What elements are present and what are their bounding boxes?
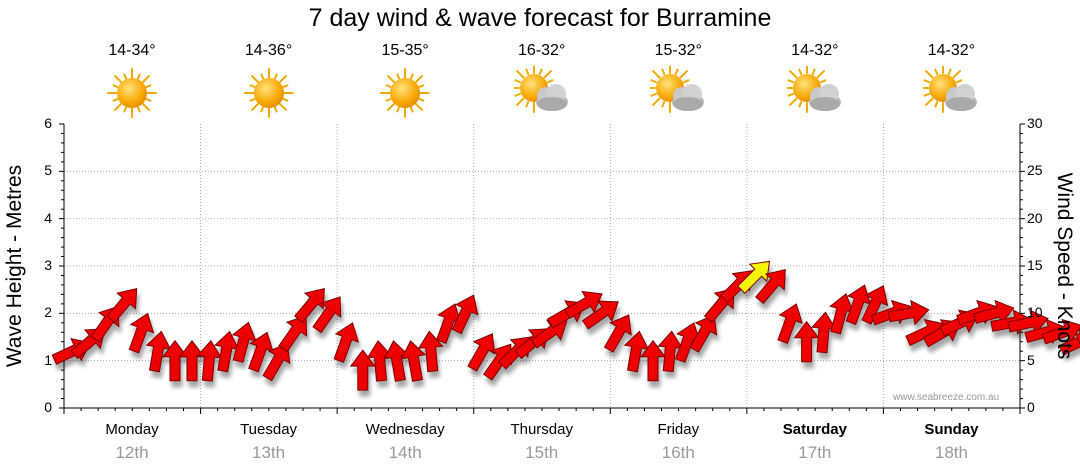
day-name-label: Thursday (510, 421, 573, 438)
wind-arrow (674, 322, 701, 363)
wind-arrow (294, 287, 325, 324)
daily-forecast-row: 14-34° 14-36° 15-35° 16-32° 15-32° 14-32… (64, 42, 1014, 126)
day-name-label: Sunday (924, 421, 979, 438)
partly-cloudy-icon (610, 66, 746, 120)
day-forecast: 14-36° (201, 42, 337, 120)
day-forecast: 14-32° (747, 42, 883, 120)
wind-arrow (737, 260, 771, 294)
wind-arrow (383, 340, 410, 382)
day-name-label: Saturday (782, 421, 847, 438)
wind-arrow (973, 299, 1015, 325)
partly-cloudy-icon (474, 66, 610, 120)
wind-arrow (231, 321, 257, 363)
wind-arrow (467, 333, 496, 372)
y2-tick-label: 5 (1027, 351, 1035, 368)
y2-tick-label: 20 (1027, 209, 1043, 226)
partly-cloudy-icon (747, 66, 883, 120)
sunny-icon (64, 66, 200, 120)
wind-arrow (1041, 318, 1080, 345)
wind-arrow (1007, 309, 1049, 335)
day-forecast: 15-32° (610, 42, 746, 120)
wind-arrow (162, 339, 188, 382)
temperature-range: 14-36° (244, 42, 293, 59)
y-axis-label: Wave Height - Metres (3, 164, 26, 368)
y-tick-label: 2 (44, 304, 52, 321)
temperature-range: 16-32° (518, 42, 566, 59)
wind-arrow (530, 319, 568, 349)
temperature-range: 15-35° (381, 42, 429, 59)
wind-arrow (640, 339, 666, 382)
wind-arrow (400, 340, 427, 382)
wind-arrow (564, 290, 603, 319)
wind-arrow (278, 315, 308, 353)
wind-arrow (366, 339, 393, 382)
day-date-label: 12th (115, 443, 149, 462)
partly-cloudy-icon (883, 66, 1019, 120)
day-forecast: 15-35° (337, 42, 473, 120)
day-date-label: 16th (661, 443, 695, 462)
day-date-label: 17th (798, 443, 832, 462)
day-date-label: 15th (525, 443, 559, 462)
day-date-label: 13th (252, 443, 286, 462)
wind-arrows (51, 260, 1080, 391)
y-tick-label: 1 (44, 351, 52, 368)
wind-arrow (262, 342, 291, 382)
y2-tick-label: 30 (1027, 115, 1043, 131)
wind-arrow (312, 296, 342, 334)
day-date-label: 14th (388, 443, 422, 462)
wind-arrow (106, 287, 138, 324)
y-tick-label: 5 (44, 162, 52, 179)
temperature-range: 14-32° (791, 42, 839, 59)
wind-arrow (417, 330, 444, 373)
wind-arrow (689, 314, 718, 353)
wind-arrow (657, 330, 684, 373)
temperature-range: 14-34° (108, 42, 156, 59)
wind-arrow (435, 303, 462, 344)
wind-arrow (623, 330, 650, 373)
source-credit: www.seabreeze.com.au (893, 392, 1000, 403)
wind-arrow (196, 339, 223, 382)
wind-arrow (248, 331, 274, 373)
wind-arrow (603, 314, 632, 353)
sunny-icon (201, 66, 337, 120)
y-tick-label: 3 (44, 257, 52, 273)
wind-arrow (755, 268, 786, 305)
day-date-label: 18th (934, 443, 968, 462)
wind-arrow (451, 294, 479, 335)
y2-tick-label: 10 (1027, 304, 1043, 321)
y2-axis-label: Wind Speed - Knots (1053, 172, 1076, 360)
y-tick-label: 6 (44, 115, 52, 131)
sunny-icon (337, 66, 473, 120)
day-name-label: Wednesday (365, 421, 445, 438)
y2-tick-label: 25 (1027, 162, 1043, 179)
wind-arrow (128, 312, 155, 354)
y-tick-label: 4 (44, 209, 52, 226)
wind-arrow (581, 300, 619, 330)
wind-arrow (887, 299, 930, 326)
temperature-range: 14-32° (927, 42, 976, 59)
wind-arrow (811, 311, 837, 354)
day-name-label: Tuesday (240, 421, 298, 438)
day-forecast: 16-32° (474, 42, 610, 120)
y-tick-label: 0 (44, 399, 52, 415)
y2-tick-label: 15 (1027, 257, 1043, 273)
wind-arrow (333, 322, 360, 363)
day-forecast: 14-32° (883, 42, 1019, 120)
wind-arrow (179, 339, 205, 382)
wind-arrow (145, 330, 172, 373)
wind-arrow (214, 330, 240, 373)
chart-title: 7 day wind & wave forecast for Burramine (308, 4, 772, 32)
day-name-label: Monday (105, 421, 159, 438)
wind-arrow (793, 320, 820, 363)
y2-tick-label: 0 (1027, 399, 1035, 415)
temperature-range: 15-32° (654, 42, 702, 59)
day-forecast: 14-34° (64, 42, 200, 120)
wind-arrow (861, 285, 889, 325)
wind-arrow (777, 303, 803, 344)
day-name-label: Friday (657, 421, 700, 438)
wind-arrow (829, 293, 855, 335)
